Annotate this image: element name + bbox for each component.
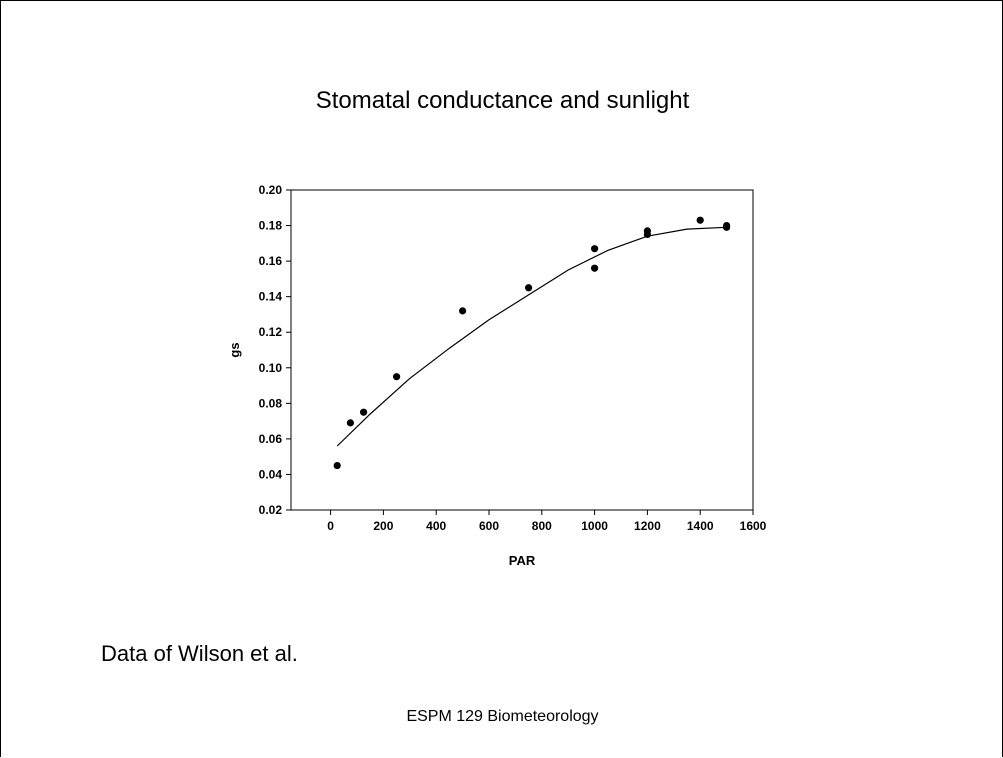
slide-title: Stomatal conductance and sunlight [315, 87, 690, 114]
y-tick-label: 0.18 [259, 219, 283, 233]
x-axis-title: PAR [509, 553, 536, 568]
data-point [459, 307, 467, 315]
y-tick-label: 0.20 [259, 183, 283, 197]
y-tick-label: 0.12 [259, 325, 283, 339]
y-tick-label: 0.16 [259, 254, 283, 268]
data-point [360, 408, 368, 416]
data-point [525, 284, 533, 292]
x-tick-label: 0 [327, 519, 334, 533]
data-point [723, 221, 731, 230]
data-point [393, 373, 401, 381]
y-axis-title: gs [227, 342, 242, 357]
fit-curve-line [336, 226, 727, 447]
data-point [591, 264, 599, 272]
slide-footer: ESPM 129 Biometeorology [406, 708, 599, 725]
x-tick-label: 1600 [740, 519, 767, 533]
x-tick-label: 200 [373, 519, 393, 533]
x-tick-label: 1000 [581, 519, 608, 533]
x-tick-label: 800 [532, 519, 552, 533]
data-point [643, 227, 652, 235]
data-point [333, 461, 341, 470]
data-point [346, 419, 354, 427]
data-source-caption: Data of Wilson et al. [101, 641, 298, 666]
y-tick-label: 0.06 [259, 432, 283, 446]
y-tick-label: 0.08 [259, 396, 283, 410]
x-tick-label: 1200 [634, 519, 661, 533]
data-point [696, 216, 704, 224]
x-tick-label: 400 [426, 519, 446, 533]
x-tick-label: 600 [479, 519, 499, 533]
data-point [591, 245, 599, 253]
y-tick-label: 0.14 [259, 290, 283, 304]
y-tick-label: 0.10 [259, 361, 283, 375]
y-tick-label: 0.04 [259, 467, 283, 481]
plot-frame [290, 189, 754, 511]
x-tick-label: 1400 [687, 519, 714, 533]
y-tick-label: 0.02 [259, 503, 283, 517]
